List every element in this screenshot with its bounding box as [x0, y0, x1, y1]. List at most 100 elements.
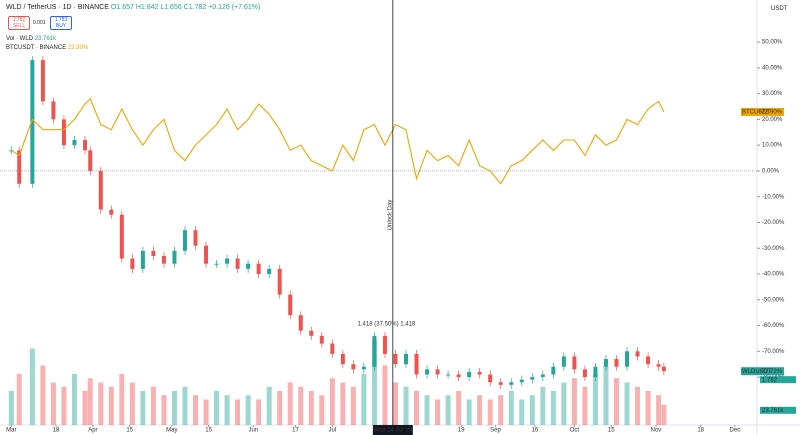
volume-bar [203, 399, 209, 425]
volume-bar [29, 348, 35, 425]
candle-body [425, 369, 430, 375]
volume-bar [40, 365, 46, 425]
x-tick-label: 18 [53, 428, 60, 434]
candle-body [656, 364, 661, 367]
candle-body [161, 255, 166, 264]
volume-bar [477, 395, 483, 425]
volume-bar [603, 365, 609, 425]
candle-body [488, 374, 493, 383]
volume-bar [592, 374, 598, 425]
x-tick-label: 15 [205, 428, 212, 434]
volume-bar [498, 395, 504, 425]
candle-body [530, 377, 535, 380]
y-tick-label: -20.00% [762, 220, 785, 226]
candle-body [403, 353, 408, 365]
volume-bar [445, 395, 451, 425]
x-tick-label: May [166, 428, 177, 434]
candle-body [382, 335, 387, 354]
x-tick-label: Nov [651, 428, 662, 434]
volume-bar [435, 399, 441, 425]
volume-bar [140, 391, 146, 425]
volume-bar [550, 391, 556, 425]
candle-body [498, 382, 503, 385]
candle-body [351, 364, 356, 370]
volume-bar [108, 386, 114, 425]
volume-bar [582, 386, 588, 425]
volume-bar [287, 382, 293, 425]
volume-bar [519, 399, 525, 425]
sell-button[interactable]: 1.782 SELL [8, 16, 30, 30]
volume-bar [540, 386, 546, 425]
candle-body [330, 343, 335, 354]
volume-bar [529, 395, 535, 425]
candle-body [51, 101, 56, 120]
volume-bar [245, 395, 251, 425]
compare-legend[interactable]: BTCUSDT · BINANCE 22.90% [6, 45, 88, 51]
candle-body [361, 366, 366, 370]
y-tick-label: -40.00% [762, 272, 785, 278]
candle-body [393, 353, 398, 365]
last-value-name: WLDUSDT [742, 369, 772, 375]
spread: 0.001 [33, 20, 46, 26]
volume-bar [340, 382, 346, 425]
compare-value: 22.90% [67, 45, 89, 51]
crosshair-box [372, 425, 413, 435]
candle-body [182, 230, 187, 251]
volume-bar [371, 340, 377, 425]
volume-bar [298, 386, 304, 425]
last-value-box [741, 107, 784, 116]
x-tick-label: Jun [249, 428, 259, 434]
candle-body [130, 258, 135, 269]
volume-bar [656, 395, 662, 425]
candle-body [603, 359, 608, 367]
crosshair-note: Unlock Day [387, 200, 393, 231]
x-tick-label: Mar [6, 428, 16, 434]
volume-name: Vol · WLD [6, 36, 34, 42]
volume-bar [456, 391, 462, 425]
candle-body [288, 294, 293, 316]
sell-price: 1.782 [12, 17, 26, 23]
candle-body [267, 268, 272, 274]
candle-body [446, 374, 451, 376]
candle-body [414, 353, 419, 375]
buy-button[interactable]: 1.783 BUY [50, 16, 72, 30]
candle-body [372, 335, 377, 367]
candle-body [151, 250, 156, 256]
x-tick-label: 15 [126, 428, 133, 434]
volume-bar [171, 391, 177, 425]
volume-bar [382, 365, 388, 425]
candle-body [340, 353, 345, 365]
volume-bar [350, 386, 356, 425]
volume-bar [508, 391, 514, 425]
volume-bar [98, 382, 104, 425]
candle-body [17, 150, 22, 184]
volume-bar [308, 391, 314, 425]
candle-body [119, 214, 124, 259]
candle-body [98, 170, 103, 210]
volume-bar [414, 391, 420, 425]
candle-body [235, 258, 240, 269]
volume-bar [224, 395, 230, 425]
volume-bar [214, 391, 220, 425]
y-tick-label: 40.00% [762, 65, 783, 71]
volume-bar [424, 395, 430, 425]
candle-body [309, 330, 314, 336]
volume-bar [661, 404, 667, 425]
candle-body [551, 366, 556, 375]
candle-body [635, 351, 640, 357]
volume-legend: Vol · WLD 23.761k [6, 36, 56, 42]
volume-bar [61, 386, 67, 425]
last-value-name: BTCUSDT [742, 109, 771, 115]
y-tick-label: 10.00% [762, 143, 783, 149]
candle-body [509, 382, 514, 385]
tooltip: 1.418 (37.50%) 1.418 [358, 321, 416, 327]
candle-body [193, 230, 198, 246]
volume-bar [635, 386, 641, 425]
candle-body [61, 119, 66, 146]
candle-body [467, 371, 472, 378]
x-tick-label: Jul [328, 428, 336, 434]
candle-body [435, 369, 440, 375]
symbol[interactable]: WLD / TetherUS · 1D · BINANCE O1.657 H1.… [6, 4, 260, 11]
currency: USDT [771, 6, 788, 12]
candle-body [319, 335, 324, 344]
